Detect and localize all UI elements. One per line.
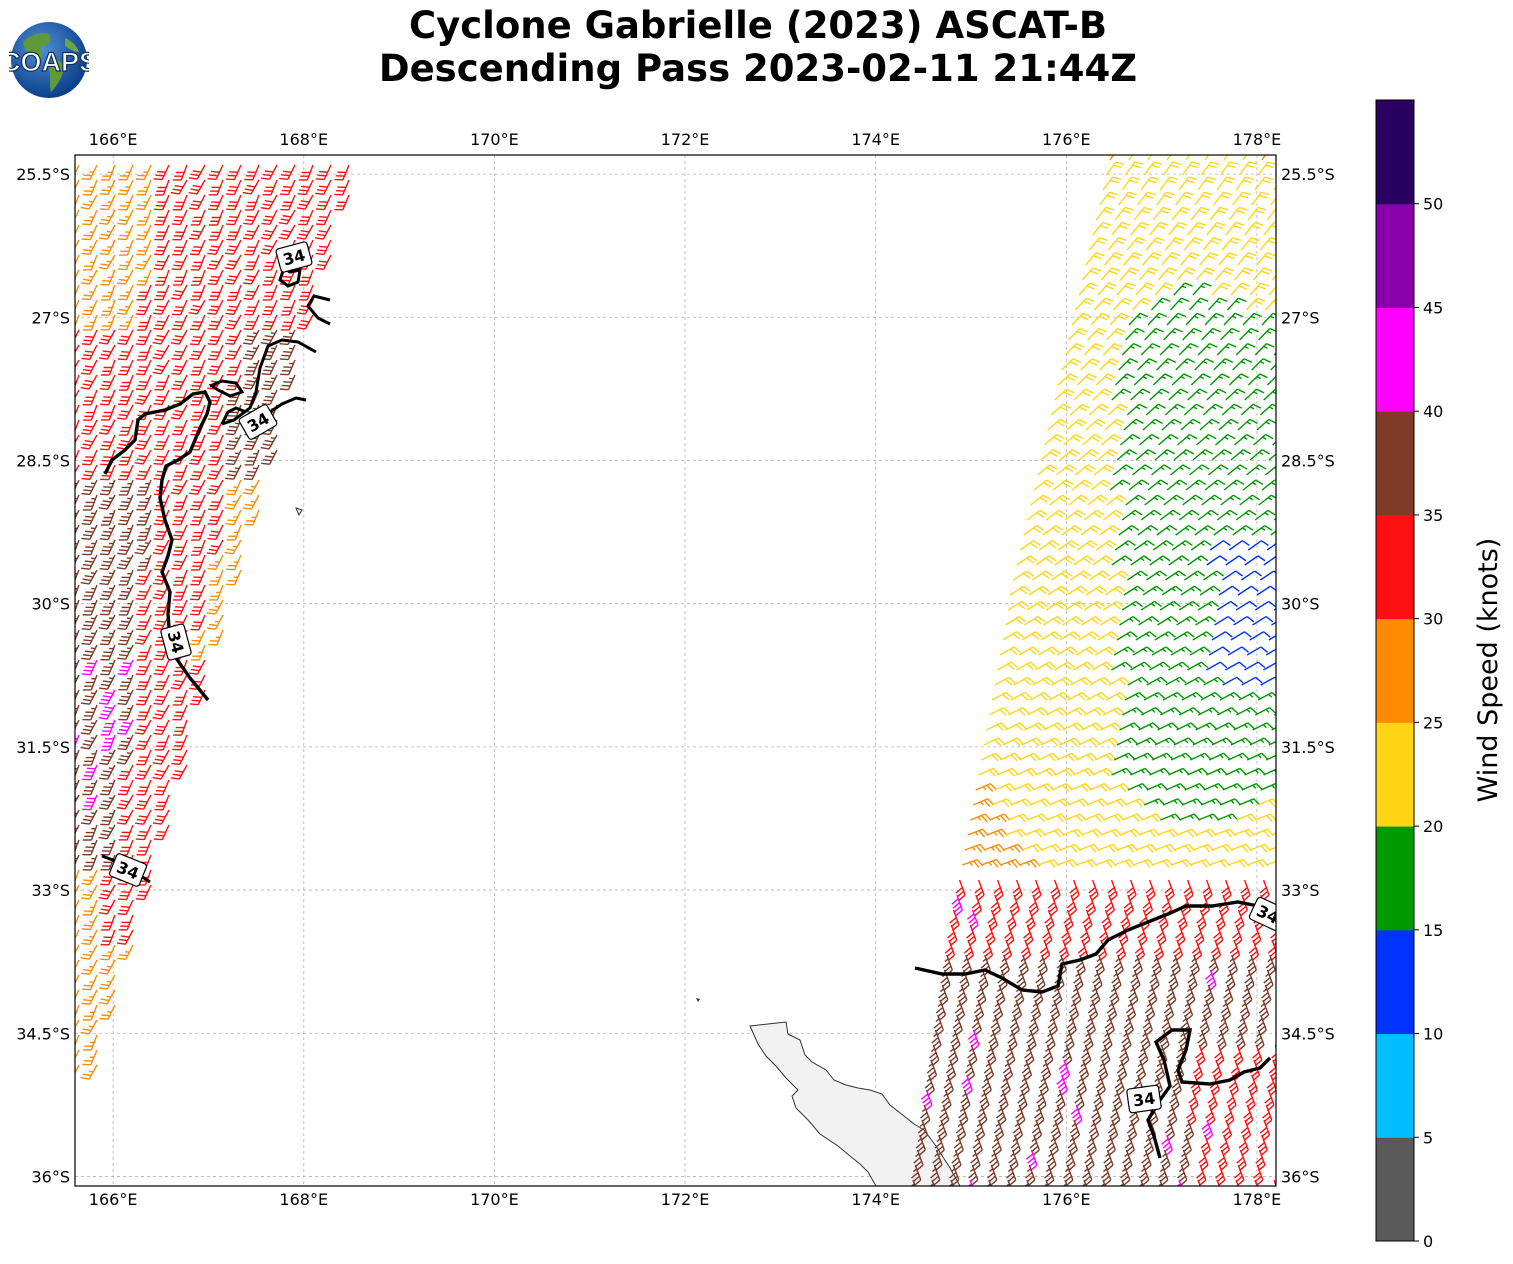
lat-tick-label-right: 28.5°S: [1281, 451, 1335, 470]
lon-tick-label-bottom: 168°E: [279, 1190, 328, 1209]
lon-tick-label-bottom: 172°E: [661, 1190, 710, 1209]
lat-tick-label-right: 30°S: [1281, 595, 1320, 614]
lat-tick-label-right: 33°S: [1281, 881, 1320, 900]
colorbar-bin: [1376, 929, 1414, 1035]
lon-tick-label-bottom: 176°E: [1042, 1190, 1091, 1209]
lon-tick-label-bottom: 166°E: [89, 1190, 138, 1209]
contour-label-box: [238, 404, 278, 440]
colorbar-bin: [1376, 1137, 1414, 1242]
contour-label-box: [1248, 896, 1276, 932]
colorbar: 0 5 10 15 20 25 30 35 40 45 50 Wind Speed (knots): [1375, 99, 1504, 1251]
lat-tick-label-right: 25.5°S: [1281, 165, 1335, 184]
colorbar-frame: [1375, 99, 1415, 1242]
contour-line-north: [306, 294, 331, 326]
title-line-2: Descending Pass 2023-02-11 21:44Z: [378, 47, 1138, 90]
map-frame: [74, 154, 1277, 1187]
map-background: [75, 155, 1276, 1186]
lon-tick-label-top: 170°E: [470, 130, 519, 149]
colorbar-bin: [1376, 722, 1414, 827]
colorbar-tick-label: 50: [1423, 195, 1443, 214]
colorbar-bin: [1376, 307, 1414, 412]
lat-tick-label-right: 27°S: [1281, 308, 1320, 327]
globe-icon: [11, 22, 87, 98]
contour-label-box: [160, 623, 192, 661]
colorbar-bin: [1376, 1033, 1414, 1138]
colorbar-tick-label: 45: [1423, 298, 1443, 317]
colorbar-bin: [1376, 203, 1414, 308]
lat-tick-label-left: 34.5°S: [16, 1024, 70, 1043]
colorbar-tick-label: 30: [1423, 610, 1443, 629]
lon-tick-label-top: 174°E: [851, 130, 900, 149]
lon-tick-label-bottom: 178°E: [1233, 1190, 1282, 1209]
colorbar-label: Wind Speed (knots): [1473, 538, 1504, 803]
lat-tick-label-left: 30°S: [31, 595, 70, 614]
colorbar-tick-label: 35: [1423, 506, 1443, 525]
lat-tick-label-left: 33°S: [31, 881, 70, 900]
lat-tick-label-left: 27°S: [31, 308, 70, 327]
contour-line-west-1: [103, 390, 212, 702]
title-line-1: Cyclone Gabrielle (2023) ASCAT-B: [408, 4, 1108, 47]
lat-tick-label-right: 36°S: [1281, 1167, 1320, 1186]
land-north-island-shape: [749, 1021, 961, 1186]
contour-label: 34: [160, 623, 192, 661]
contour-label-text: 34: [1132, 1089, 1157, 1111]
lat-tick-label-left: 31.5°S: [16, 738, 70, 757]
contour-line-west-4: [269, 396, 307, 414]
contour-line-east-1: [914, 900, 1276, 994]
colorbar-tick-label: 10: [1423, 1025, 1443, 1044]
lat-tick-label-left: 36°S: [31, 1167, 70, 1186]
lat-tick-label-left: 28.5°S: [16, 451, 70, 470]
colorbar-bin: [1376, 411, 1414, 516]
lon-tick-label-top: 166°E: [89, 130, 138, 149]
contour-line-west-2: [221, 338, 317, 426]
colorbar-tick-label: 15: [1423, 921, 1443, 940]
map-title: Cyclone Gabrielle (2023) ASCAT-B Descend…: [0, 4, 1513, 90]
colorbar-tick-label: 20: [1423, 817, 1443, 836]
contour-loop-west: [209, 379, 245, 398]
contour-label-box: [108, 853, 148, 887]
lon-tick-label-bottom: 174°E: [851, 1190, 900, 1209]
island-norfolk: [295, 507, 303, 517]
gridlines: [75, 155, 1276, 1186]
contour-label: 34: [1126, 1084, 1162, 1114]
lon-tick-label-top: 172°E: [661, 130, 710, 149]
logo-text: COAPS: [9, 47, 89, 77]
coaps-logo: COAPS: [9, 22, 89, 98]
land-north-island: [749, 1021, 961, 1186]
contour-label: 34: [108, 853, 148, 887]
colorbar-bin: [1376, 618, 1414, 723]
contour-label-box: [275, 241, 313, 273]
island-three-kings: [696, 998, 700, 1002]
colorbar-tick-label: 5: [1423, 1128, 1433, 1147]
contour-line-west-3: [220, 406, 247, 425]
colorbar-tick-label: 25: [1423, 713, 1443, 732]
lat-tick-label-right: 34.5°S: [1281, 1024, 1335, 1043]
lon-tick-label-top: 176°E: [1042, 130, 1091, 149]
lat-tick-label-left: 25.5°S: [16, 165, 70, 184]
contour-label-box: [1126, 1084, 1162, 1114]
axis-ticks: 166°E 166°E 168°E 168°E 170°E 170°E 172°E 172°E…: [16, 130, 1335, 1209]
lon-tick-label-top: 178°E: [1233, 130, 1282, 149]
colorbar-tick-label: 0: [1423, 1232, 1433, 1251]
lat-tick-label-right: 31.5°S: [1281, 738, 1335, 757]
colorbar-bin: [1376, 514, 1414, 620]
contour-label: 34: [1248, 896, 1276, 932]
contour-label: 34: [275, 241, 313, 273]
colorbar-tick-label: 40: [1423, 402, 1443, 421]
lon-tick-label-top: 168°E: [279, 130, 328, 149]
lon-tick-label-bottom: 170°E: [470, 1190, 519, 1209]
colorbar-bin: [1376, 100, 1414, 205]
colorbar-bin: [1376, 826, 1414, 931]
